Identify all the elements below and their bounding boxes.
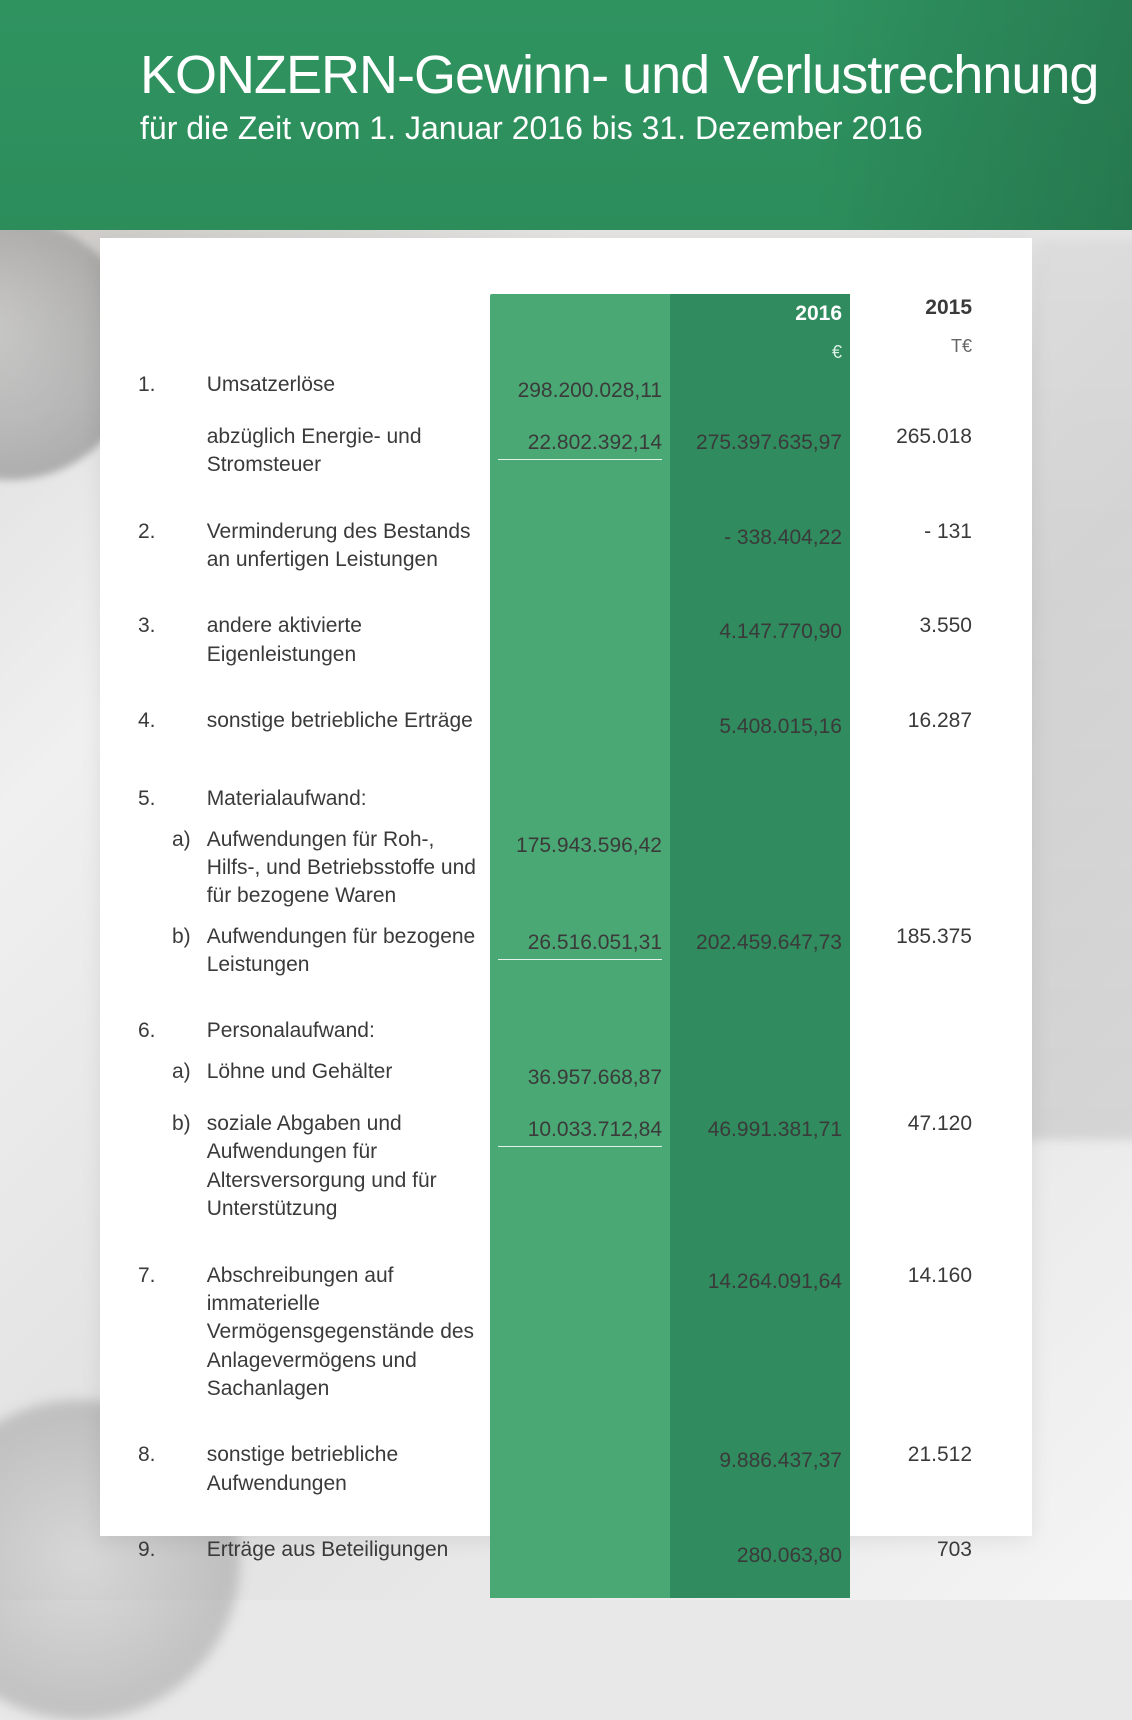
- row-label: andere aktivierte Eigenleistungen: [199, 612, 490, 669]
- row-value-2015: 3.550: [850, 612, 980, 669]
- row-value-2015: 703: [850, 1536, 980, 1586]
- row-number: [130, 826, 164, 911]
- table-row: 3. andere aktivierte Eigenleistungen 4.1…: [130, 612, 980, 669]
- row-value-2015: [850, 1058, 980, 1098]
- table-row: b) soziale Abgaben und Aufwendungen für …: [130, 1110, 980, 1223]
- table-row: 6. Personalaufwand:: [130, 1017, 980, 1045]
- row-number: 1.: [130, 371, 164, 411]
- row-label: Aufwendungen für Roh-, Hilfs-, und Betri…: [199, 826, 490, 911]
- content-card: 2016 2015 € T€ 1. Umsatzerlöse 298.200.0…: [100, 238, 1032, 1536]
- col-unit-teur: T€: [951, 336, 972, 356]
- page-subtitle: für die Zeit vom 1. Januar 2016 bis 31. …: [0, 106, 1132, 147]
- col-header-2016: 2016: [795, 302, 842, 325]
- row-value-2016: [670, 371, 850, 411]
- row-value-2015: [850, 371, 980, 411]
- row-label: Verminderung des Bestands an unfertigen …: [199, 518, 490, 575]
- row-number: 8.: [130, 1441, 164, 1498]
- row-number: 6.: [130, 1017, 164, 1045]
- row-value-2016: 202.459.647,73: [670, 923, 850, 980]
- col-unit-eur: €: [832, 342, 842, 362]
- row-label: Löhne und Gehälter: [199, 1058, 490, 1098]
- row-number: 4.: [130, 707, 164, 747]
- row-label: Personalaufwand:: [199, 1017, 490, 1045]
- table-row: 5. Materialaufwand:: [130, 785, 980, 813]
- row-label: sonstige betriebliche Erträge: [199, 707, 490, 747]
- row-label: Materialaufwand:: [199, 785, 490, 813]
- row-number: [130, 923, 164, 980]
- row-value-detail: [490, 707, 670, 747]
- income-statement-table: 2016 2015 € T€ 1. Umsatzerlöse 298.200.0…: [130, 294, 980, 1598]
- row-number: [130, 1058, 164, 1098]
- row-subletter: a): [164, 826, 199, 911]
- row-value-detail: 298.200.028,11: [490, 371, 670, 411]
- row-value-2015: 185.375: [850, 923, 980, 980]
- row-value-2016: [670, 785, 850, 813]
- row-label: soziale Abgaben und Aufwendungen für Alt…: [199, 1110, 490, 1223]
- row-value-2016: 275.397.635,97: [670, 423, 850, 480]
- table-row: abzüglich Energie- und Stromsteuer 22.80…: [130, 423, 980, 480]
- table-row: a) Aufwendungen für Roh-, Hilfs-, und Be…: [130, 826, 980, 911]
- row-number: [130, 1110, 164, 1223]
- row-value-2016: 9.886.437,37: [670, 1441, 850, 1498]
- row-value-detail: [490, 1262, 670, 1404]
- row-number: 2.: [130, 518, 164, 575]
- row-value-detail: 22.802.392,14: [490, 423, 670, 480]
- row-value-2016: 4.147.770,90: [670, 612, 850, 669]
- row-value-2016: 5.408.015,16: [670, 707, 850, 747]
- row-value-2015: 47.120: [850, 1110, 980, 1223]
- row-value-detail: [490, 1441, 670, 1498]
- row-number: [130, 423, 164, 480]
- row-number: 9.: [130, 1536, 164, 1586]
- row-subletter: b): [164, 923, 199, 980]
- row-value-detail: [490, 1017, 670, 1045]
- row-number: 3.: [130, 612, 164, 669]
- row-number: 7.: [130, 1262, 164, 1404]
- row-value-2015: 14.160: [850, 1262, 980, 1404]
- row-value-2016: - 338.404,22: [670, 518, 850, 575]
- table-row: a) Löhne und Gehälter 36.957.668,87: [130, 1058, 980, 1098]
- row-value-detail: [490, 1536, 670, 1586]
- row-value-2015: - 131: [850, 518, 980, 575]
- table-row: 7. Abschreibungen auf immaterielle Vermö…: [130, 1262, 980, 1404]
- row-value-detail: 175.943.596,42: [490, 826, 670, 911]
- row-value-2015: 265.018: [850, 423, 980, 480]
- row-value-2016: 46.991.381,71: [670, 1110, 850, 1223]
- row-value-2016: 280.063,80: [670, 1536, 850, 1586]
- row-value-detail: 10.033.712,84: [490, 1110, 670, 1223]
- row-value-2015: 16.287: [850, 707, 980, 747]
- row-subletter: b): [164, 1110, 199, 1223]
- row-value-detail: 26.516.051,31: [490, 923, 670, 980]
- row-value-detail: [490, 518, 670, 575]
- table-row: 1. Umsatzerlöse 298.200.028,11: [130, 371, 980, 411]
- table-row: b) Aufwendungen für bezogene Leistungen …: [130, 923, 980, 980]
- table-row: 8. sonstige betriebliche Aufwendungen 9.…: [130, 1441, 980, 1498]
- row-value-2015: [850, 1017, 980, 1045]
- page-title: KONZERN-Gewinn- und Verlustrechnung: [0, 36, 1132, 106]
- row-label: Abschreibungen auf immaterielle Vermögen…: [199, 1262, 490, 1404]
- row-number: 5.: [130, 785, 164, 813]
- table-row: 2. Verminderung des Bestands an unfertig…: [130, 518, 980, 575]
- row-value-detail: [490, 785, 670, 813]
- row-value-detail: 36.957.668,87: [490, 1058, 670, 1098]
- header-band: KONZERN-Gewinn- und Verlustrechnung für …: [0, 0, 1132, 230]
- row-value-2016: [670, 1058, 850, 1098]
- row-value-detail: [490, 612, 670, 669]
- table-row: 4. sonstige betriebliche Erträge 5.408.0…: [130, 707, 980, 747]
- row-label: Umsatzerlöse: [199, 371, 490, 411]
- row-subletter: a): [164, 1058, 199, 1098]
- row-label: abzüglich Energie- und Stromsteuer: [199, 423, 490, 480]
- row-label: Erträge aus Beteiligungen: [199, 1536, 490, 1586]
- row-value-2016: 14.264.091,64: [670, 1262, 850, 1404]
- row-value-2015: [850, 785, 980, 813]
- table-row: 9. Erträge aus Beteiligungen 280.063,80 …: [130, 1536, 980, 1586]
- row-label: Aufwendungen für bezogene Leistungen: [199, 923, 490, 980]
- row-value-2016: [670, 1017, 850, 1045]
- row-value-2015: 21.512: [850, 1441, 980, 1498]
- col-header-2015: 2015: [925, 296, 972, 319]
- row-value-2015: [850, 826, 980, 911]
- row-value-2016: [670, 826, 850, 911]
- row-label: sonstige betriebliche Aufwendungen: [199, 1441, 490, 1498]
